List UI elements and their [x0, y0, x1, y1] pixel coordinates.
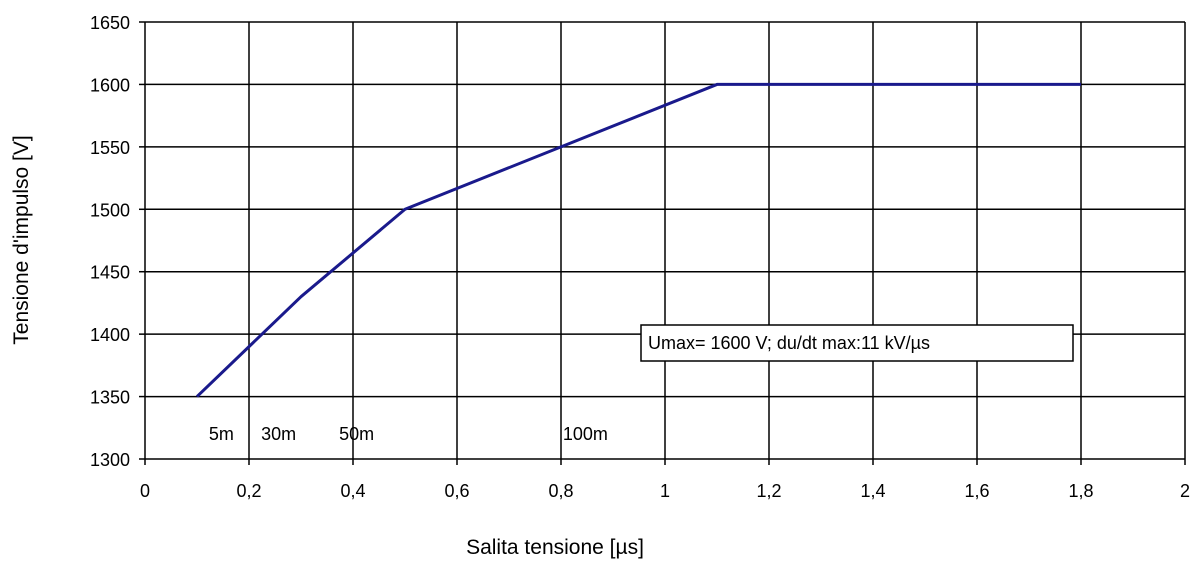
tick-labels: 0 0,2 0,4 0,6 0,8 1 1,2 1,4 1,6 1,8 2 1300 1350 1400 1… — [90, 13, 1190, 501]
series-group — [195, 82, 1081, 398]
y-tick-label: 1400 — [90, 325, 130, 345]
y-tick-label: 1300 — [90, 450, 130, 470]
y-tick-label: 1500 — [90, 200, 130, 220]
chart-grid — [139, 21, 1186, 465]
y-tick-label: 1600 — [90, 75, 130, 95]
x-tick-label: 1,2 — [756, 481, 781, 501]
legend-frame — [640, 324, 1074, 362]
x-tick-label: 0,8 — [548, 481, 573, 501]
y-tick-label: 1350 — [90, 388, 130, 408]
x-tick-label: 0,2 — [236, 481, 261, 501]
x-tick-label: 2 — [1180, 481, 1190, 501]
annotation-label: 50m — [339, 424, 374, 444]
x-tick-label: 1 — [660, 481, 670, 501]
y-tick-label: 1550 — [90, 138, 130, 158]
legend-box: Umax= 1600 V; du/dt max:11 kV/µs — [640, 324, 1074, 362]
y-axis-title: Tensione d'impulso [V] — [10, 135, 33, 344]
y-tick-label: 1450 — [90, 263, 130, 283]
x-tick-label: 1,6 — [964, 481, 989, 501]
x-tick-label: 0,4 — [340, 481, 365, 501]
annotation-label: 5m — [209, 424, 234, 444]
annotation-label: 30m — [261, 424, 296, 444]
x-axis-title: Salita tensione [µs] — [466, 536, 644, 559]
series-line — [195, 82, 1081, 398]
x-tick-label: 1,8 — [1068, 481, 1093, 501]
x-tick-label: 0 — [140, 481, 150, 501]
annotation-label: 100m — [563, 424, 608, 444]
x-tick-label: 1,4 — [860, 481, 885, 501]
annotations: 5m 30m 50m 100m — [209, 424, 608, 444]
legend-text: Umax= 1600 V; du/dt max:11 kV/µs — [648, 333, 930, 353]
x-tick-label: 0,6 — [444, 481, 469, 501]
y-tick-label: 1650 — [90, 13, 130, 33]
